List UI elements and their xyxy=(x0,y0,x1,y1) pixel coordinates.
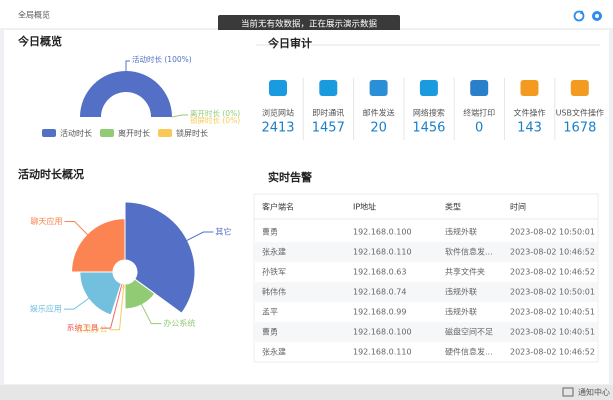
overview-title: 今日概览 xyxy=(17,34,62,48)
rose-title: 活动时长概况 xyxy=(18,167,84,181)
notice-text: 当前无有效数据，正在展示演示数据 xyxy=(241,19,378,30)
rose-label: 其它 xyxy=(215,227,231,237)
table-cell: 2023-08-02 10:46:52 xyxy=(510,348,595,357)
audit-icon xyxy=(520,80,539,96)
rose-label: 聊天应用 xyxy=(30,216,62,226)
table-cell: 曹勇 xyxy=(262,227,278,237)
donut-segment xyxy=(80,71,172,117)
table-cell: 共享文件夹 xyxy=(445,267,485,277)
legend-label: 离开时长 xyxy=(118,128,150,138)
table-cell: 韩伟伟 xyxy=(262,287,286,297)
audit-icon xyxy=(470,80,489,96)
audit-label: 终端打印 xyxy=(463,108,495,118)
leader-line xyxy=(171,114,188,118)
table-cell: 孟平 xyxy=(262,307,278,317)
table-cell: 违规外联 xyxy=(445,287,477,297)
audit-icon xyxy=(570,80,589,96)
table-cell: 2023-08-02 10:46:52 xyxy=(510,248,595,257)
table-cell: 违规外联 xyxy=(445,227,477,237)
table-cell: 2023-08-02 10:40:51 xyxy=(510,328,595,337)
leader-line xyxy=(125,60,130,71)
table-cell: 张永建 xyxy=(262,247,286,257)
audit-value: 0 xyxy=(475,121,483,136)
table-header: 时间 xyxy=(510,202,526,212)
audit-icon xyxy=(269,80,287,96)
legend-label: 活动时长 xyxy=(60,128,92,138)
table-cell: 软件信息发... xyxy=(445,247,493,257)
leader-line xyxy=(64,220,90,237)
rose-hole xyxy=(113,260,137,284)
audit-icon xyxy=(419,80,438,96)
table-cell: 192.168.0.74 xyxy=(353,288,406,297)
table-cell: 192.168.0.100 xyxy=(353,228,412,237)
table-cell: 磁盘空间不足 xyxy=(445,327,493,337)
table-header: 类型 xyxy=(445,202,461,212)
audit-label: 邮件发送 xyxy=(363,108,395,118)
rose-label: 日常办公 xyxy=(76,324,108,334)
table-cell: 2023-08-02 10:46:52 xyxy=(510,268,595,277)
legend-swatch xyxy=(42,129,56,137)
table-cell: 192.168.0.99 xyxy=(353,308,406,317)
table-cell: 192.168.0.100 xyxy=(353,328,412,337)
table-header: IP地址 xyxy=(353,202,376,212)
rose-label: 系统工具 xyxy=(67,323,99,333)
audit-title: 今日审计 xyxy=(267,36,312,50)
audit-value: 1678 xyxy=(563,121,596,136)
table-cell: 192.168.0.63 xyxy=(353,268,406,277)
table-cell: 曹勇 xyxy=(262,327,278,337)
leader-line xyxy=(63,296,92,310)
leader-line xyxy=(100,283,123,329)
table-cell: 孙铁军 xyxy=(262,267,286,277)
mail-icon xyxy=(562,387,574,397)
table-cell: 硬件信息发... xyxy=(445,347,493,357)
donut-label: 活动时长 (100%) xyxy=(132,54,192,64)
table-cell: 2023-08-02 10:50:01 xyxy=(510,228,595,237)
footer-bar xyxy=(0,385,613,400)
audit-label: 文件操作 xyxy=(514,108,546,118)
legend-swatch xyxy=(100,129,114,137)
table-row-bg xyxy=(255,322,597,342)
audit-label: 网络搜索 xyxy=(413,108,445,118)
notice-toast xyxy=(218,15,400,33)
donut-label: 离开时长 (0%) xyxy=(190,108,240,118)
audit-label: 浏览网站 xyxy=(262,108,294,118)
notification-link[interactable]: 通知中心 xyxy=(578,387,610,397)
table-row-bg xyxy=(255,242,597,262)
page-title: 全局概览 xyxy=(18,10,50,20)
table-header: 客户端名 xyxy=(262,202,294,212)
audit-value: 143 xyxy=(517,121,542,136)
rose-label: 办公系统 xyxy=(163,318,195,328)
leader-line xyxy=(139,301,162,325)
audit-label: 即时通讯 xyxy=(312,108,344,118)
audit-value: 2413 xyxy=(261,121,294,136)
audit-value: 1457 xyxy=(312,121,345,136)
audit-icon xyxy=(319,80,338,96)
leader-line xyxy=(109,285,125,331)
audit-value: 20 xyxy=(370,121,387,136)
audit-icon xyxy=(369,80,388,96)
table-row-bg xyxy=(255,282,597,302)
donut-label: 锁屏时长 (0%) xyxy=(190,115,240,125)
audit-value: 1456 xyxy=(412,121,445,136)
refresh-icon[interactable] xyxy=(573,10,585,22)
table-cell: 2023-08-02 10:50:01 xyxy=(510,288,595,297)
table-cell: 违规外联 xyxy=(445,307,477,317)
table-cell: 192.168.0.110 xyxy=(353,248,412,257)
table-cell: 192.168.0.110 xyxy=(353,348,412,357)
settings-icon[interactable] xyxy=(592,11,602,21)
rose-label: 娱乐应用 xyxy=(30,304,62,314)
legend-swatch xyxy=(158,129,172,137)
table-cell: 张永建 xyxy=(262,347,286,357)
legend-label: 锁屏时长 xyxy=(176,128,208,138)
alerts-title: 实时告警 xyxy=(268,170,312,184)
leader-line xyxy=(184,231,214,243)
table-cell: 2023-08-02 10:40:51 xyxy=(510,308,595,317)
audit-label: USB文件操作 xyxy=(556,108,604,118)
